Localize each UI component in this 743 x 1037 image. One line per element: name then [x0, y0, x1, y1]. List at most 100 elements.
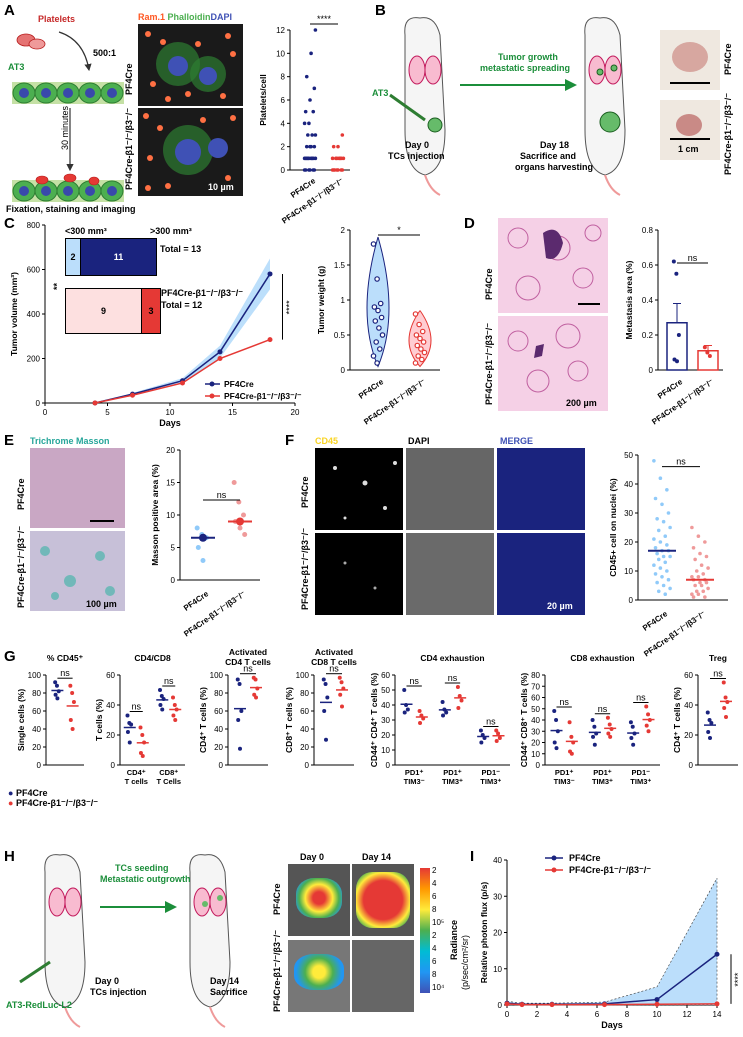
at3-label-b: AT3 [372, 88, 389, 98]
at3-label-h: AT3-RedLuc-L2 [6, 1000, 72, 1010]
row-label-a1: PF4Cre [124, 63, 134, 95]
data-point [332, 168, 337, 172]
data-point [303, 156, 308, 161]
x-tick-label: 0 [43, 408, 48, 417]
data-point [479, 740, 484, 745]
x-tick-label: TIM3⁻ [554, 777, 575, 786]
col-dapi: DAPI [408, 436, 430, 446]
data-point [655, 551, 659, 556]
data-point [180, 380, 185, 386]
tumor-photo-pf4cre [660, 30, 720, 90]
sig-label: ns [243, 664, 253, 674]
data-point [668, 554, 672, 559]
y-tick-label: 0 [689, 761, 694, 770]
data-point [708, 736, 712, 740]
data-point [440, 700, 445, 704]
y-tick-label: 60 [106, 671, 115, 680]
micro-f-merge-pf4 [497, 448, 585, 530]
data-point [159, 694, 164, 698]
data-point [653, 496, 658, 501]
y-tick-label: 40 [531, 716, 540, 725]
x-tick-label: TIM3⁻ [404, 777, 425, 786]
micrograph-a-ko: 10 µm [138, 108, 243, 196]
data-point [658, 566, 663, 570]
data-point [313, 28, 318, 32]
sig-label: ns [676, 457, 686, 467]
data-point [172, 703, 177, 707]
y-tick-label: 20 [531, 739, 540, 748]
data-point [415, 353, 422, 359]
data-point [653, 546, 658, 550]
col-h-day14: Day 14 [362, 852, 392, 862]
data-point [310, 133, 314, 137]
x-tick-label: 8 [625, 1010, 630, 1019]
x-tick-label: PD1⁺ [405, 768, 424, 777]
x-tick-label: TIM3⁺ [592, 777, 613, 786]
micro-f-dapi-ko [406, 533, 494, 615]
trichrome-title: Trichrome Masson [30, 436, 110, 446]
y-tick-label: 1 [341, 296, 346, 305]
y-tick-label: 40 [381, 701, 390, 710]
data-point [373, 339, 379, 345]
data-point [405, 707, 410, 712]
x-axis-label: Days [159, 418, 181, 428]
colorbar-ticks: 2 4 6 8 10⁵ 2 4 6 8 10⁴ [432, 866, 452, 996]
bli-pf4-day0 [288, 864, 350, 936]
x-tick-label: PD1⁺ [555, 768, 574, 777]
data-point [665, 569, 669, 573]
data-point [494, 739, 499, 743]
legend-label: PF4Cre-β1⁻/⁻/β3⁻/⁻ [569, 865, 651, 875]
y-tick-label: 20 [214, 743, 223, 752]
row-label-e2: PF4Cre-β1⁻/⁻/β3⁻/⁻ [16, 525, 26, 608]
data-point [671, 259, 676, 264]
data-point [628, 720, 633, 725]
y-axis-label: Tumor weight (g) [316, 266, 326, 334]
y-tick-label: 10 [166, 511, 175, 520]
sig-label: ns [486, 717, 496, 727]
data-point [701, 589, 706, 594]
fixation-label: Fixation, staining and imaging [6, 204, 136, 214]
data-point [173, 718, 178, 722]
data-point [723, 695, 728, 700]
data-point [235, 677, 240, 682]
data-point [239, 709, 244, 713]
day18-b2: Sacrifice and [520, 151, 577, 161]
col-cd45: CD45 [315, 436, 339, 446]
y-tick-label: 80 [300, 689, 309, 698]
y-axis-label: CD4⁺ T cells (%) [672, 687, 682, 753]
data-point [605, 715, 610, 720]
y-tick-label: 0 [341, 366, 346, 375]
y-tick-label: 50 [381, 686, 390, 695]
data-point [706, 566, 710, 570]
y-tick-label: 100 [210, 671, 224, 680]
data-point [663, 534, 668, 538]
panel-label-f: F [285, 432, 295, 449]
data-point [412, 360, 419, 366]
data-point [339, 156, 344, 161]
micrograph-a-pf4cre [138, 24, 243, 106]
x-tick-label: TIM3⁺ [480, 777, 501, 786]
data-point [402, 688, 407, 692]
data-point [217, 349, 223, 355]
data-point [419, 356, 425, 363]
data-point [372, 318, 379, 324]
y-axis-label: CD45+ cell on nuclei (%) [608, 478, 618, 577]
data-point [267, 337, 273, 343]
data-point [336, 144, 340, 149]
data-point [653, 572, 658, 576]
histology-e-pf4cre [30, 448, 125, 528]
data-point [441, 713, 446, 718]
data-point [656, 589, 661, 594]
sig-label: ns [559, 697, 569, 707]
data-point [656, 528, 661, 533]
day18-b: Day 18 [540, 140, 570, 150]
data-point [379, 332, 386, 338]
y-tick-label: 400 [27, 310, 41, 319]
at3-label: AT3 [8, 62, 25, 72]
panel-label-i: I [470, 848, 475, 865]
y-tick-label: 12 [276, 26, 285, 35]
chart-title: CD4/CD8 [134, 653, 171, 663]
data-point [337, 675, 342, 680]
